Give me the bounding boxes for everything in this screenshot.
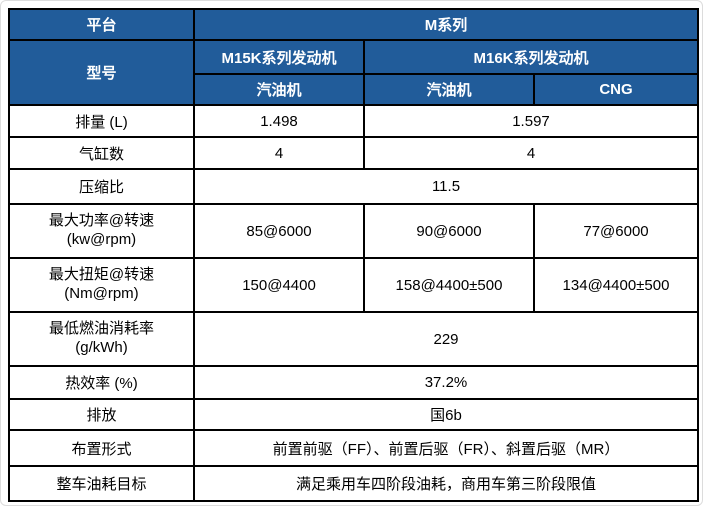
cell-value: 77@6000: [533, 203, 699, 259]
header-row-platform: 平台 M系列: [8, 8, 699, 41]
row-label: 最大扭矩@转速 (Nm@rpm): [8, 257, 195, 313]
header-row-series: 型号 M15K系列发动机 M16K系列发动机: [8, 39, 699, 106]
row-max-power: 最大功率@转速 (kw@rpm) 85@6000 90@6000 77@6000: [8, 203, 699, 259]
row-label: 排量 (L): [8, 104, 195, 138]
platform-label: 平台: [8, 8, 195, 41]
row-cylinders: 气缸数 4 4: [8, 136, 699, 170]
row-label: 最大功率@转速 (kw@rpm): [8, 203, 195, 259]
cell-value: 150@4400: [193, 257, 365, 313]
m16k-fuel-header: 汽油机: [363, 73, 535, 106]
cell-value: 85@6000: [193, 203, 365, 259]
row-label: 最低燃油消耗率 (g/kWh): [8, 311, 195, 367]
row-layout-form: 布置形式 前置前驱（FF）、前置后驱（FR）、斜置后驱（MR）: [8, 429, 699, 467]
row-label-line1: 最大扭矩@转速: [48, 266, 155, 284]
m15k-fuel-header: 汽油机: [193, 73, 365, 106]
platform-value: M系列: [193, 8, 699, 41]
cell-value: 1.498: [193, 104, 365, 138]
m15k-series-header: M15K系列发动机: [193, 39, 365, 75]
row-label: 压缩比: [8, 168, 195, 205]
cell-value: 229: [193, 311, 699, 367]
row-label: 排放: [8, 398, 195, 431]
row-label-line1: 最低燃油消耗率: [48, 320, 154, 338]
row-label-line2: (Nm@rpm): [64, 285, 139, 302]
row-min-fuel-consumption: 最低燃油消耗率 (g/kWh) 229: [8, 311, 699, 367]
m16k-series-header: M16K系列发动机: [363, 39, 699, 75]
cell-value: 1.597: [363, 104, 699, 138]
cell-value: 国6b: [193, 398, 699, 431]
row-label: 热效率 (%): [8, 365, 195, 400]
row-label-line2: (kw@rpm): [66, 231, 137, 248]
row-label: 布置形式: [8, 429, 195, 467]
row-vehicle-fuel-target: 整车油耗目标 满足乘用车四阶段油耗，商用车第三阶段限值: [8, 465, 699, 502]
cell-value: 158@4400±500: [363, 257, 535, 313]
cell-value: 37.2%: [193, 365, 699, 400]
cell-value: 4: [363, 136, 699, 170]
row-label-line2: (g/kWh): [75, 339, 128, 356]
cng-header: CNG: [533, 73, 699, 106]
cell-value: 134@4400±500: [533, 257, 699, 313]
model-label: 型号: [8, 39, 195, 106]
header-row-fuel: 汽油机 汽油机 CNG: [9, 73, 699, 106]
row-label-line1: 最大功率@转速: [48, 212, 155, 230]
cell-value: 满足乘用车四阶段油耗，商用车第三阶段限值: [193, 465, 699, 502]
cell-value: 前置前驱（FF）、前置后驱（FR）、斜置后驱（MR）: [193, 429, 699, 467]
row-thermal-efficiency: 热效率 (%) 37.2%: [8, 365, 699, 400]
cell-value: 4: [193, 136, 365, 170]
row-compression-ratio: 压缩比 11.5: [8, 168, 699, 205]
row-displacement: 排量 (L) 1.498 1.597: [8, 104, 699, 138]
row-label: 气缸数: [8, 136, 195, 170]
row-label: 整车油耗目标: [8, 465, 195, 502]
cell-value: 90@6000: [363, 203, 535, 259]
row-emission: 排放 国6b: [8, 398, 699, 431]
engine-spec-table: 平台 M系列 型号 M15K系列发动机 M16K系列发动机 汽油机 汽油机 CN…: [8, 8, 699, 502]
cell-value: 11.5: [193, 168, 699, 205]
row-max-torque: 最大扭矩@转速 (Nm@rpm) 150@4400 158@4400±500 1…: [8, 257, 699, 313]
